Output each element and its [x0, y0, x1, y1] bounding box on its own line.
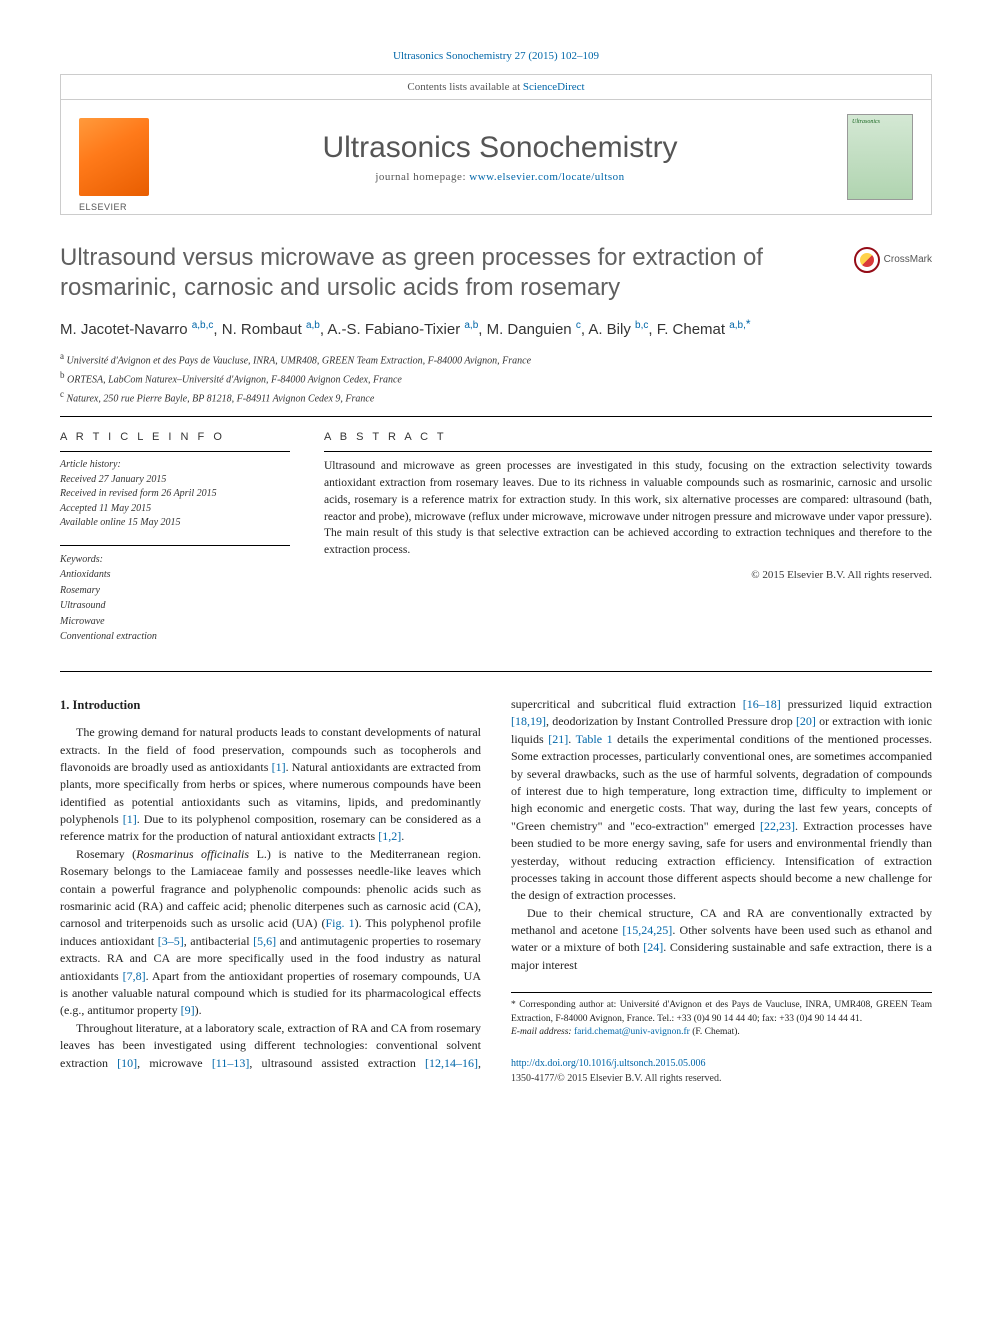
body-columns: 1. Introduction The growing demand for n…	[60, 696, 932, 1086]
corresponding-author-footnote: * Corresponding author at: Université d'…	[511, 992, 932, 1039]
ref-link[interactable]: [1]	[272, 760, 286, 774]
contents-line: Contents lists available at ScienceDirec…	[61, 75, 931, 100]
corr-author-text: * Corresponding author at: Université d'…	[511, 999, 932, 1026]
crossmark-label: CrossMark	[884, 254, 932, 267]
homepage-prefix: journal homepage:	[375, 171, 469, 183]
cover-label: Ultrasonics	[852, 119, 908, 125]
keywords-label: Keywords:	[60, 552, 290, 568]
citation-bar: Ultrasonics Sonochemistry 27 (2015) 102–…	[60, 50, 932, 62]
ref-link[interactable]: [3–5]	[158, 934, 184, 948]
elsevier-logo-icon	[79, 118, 149, 196]
journal-cover-thumb-icon: Ultrasonics	[847, 114, 913, 200]
history-line: Received 27 January 2015	[60, 473, 290, 488]
journal-title: Ultrasonics Sonochemistry	[169, 131, 831, 165]
ref-link[interactable]: [21]	[548, 732, 568, 746]
article-title-text: Ultrasound versus microwave as green pro…	[60, 244, 763, 301]
keyword-item: Microwave	[60, 614, 290, 630]
section-heading: 1. Introduction	[60, 696, 481, 714]
figure-link[interactable]: Table 1	[576, 732, 613, 746]
divider	[60, 416, 932, 417]
ref-link[interactable]: [1]	[123, 812, 137, 826]
history-line: Accepted 11 May 2015	[60, 502, 290, 517]
ref-link[interactable]: [20]	[796, 714, 816, 728]
corr-email-link[interactable]: farid.chemat@univ-avignon.fr	[574, 1027, 690, 1037]
journal-header: Contents lists available at ScienceDirec…	[60, 74, 932, 215]
ref-link[interactable]: [16–18]	[743, 697, 781, 711]
history-line: Received in revised form 26 April 2015	[60, 487, 290, 502]
body-paragraph: Rosemary (Rosmarinus officinalis L.) is …	[60, 846, 481, 1020]
doi-link[interactable]: http://dx.doi.org/10.1016/j.ultsonch.201…	[511, 1058, 706, 1069]
abstract-text: Ultrasound and microwave as green proces…	[324, 451, 932, 558]
ref-link[interactable]: [5,6]	[253, 934, 276, 948]
journal-homepage-line: journal homepage: www.elsevier.com/locat…	[169, 171, 831, 183]
figure-link[interactable]: Fig. 1	[325, 916, 354, 930]
keyword-item: Antioxidants	[60, 567, 290, 583]
ref-link[interactable]: [18,19]	[511, 714, 546, 728]
ref-link[interactable]: [24]	[643, 940, 663, 954]
body-paragraph: The growing demand for natural products …	[60, 724, 481, 846]
keyword-item: Rosemary	[60, 583, 290, 599]
history-label: Article history:	[60, 458, 290, 473]
affiliation-item: b ORTESA, LabCom Naturex–Université d'Av…	[60, 369, 932, 388]
email-suffix: (F. Chemat).	[690, 1027, 740, 1037]
footer-block: http://dx.doi.org/10.1016/j.ultsonch.201…	[511, 1057, 932, 1086]
affiliation-list: a Université d'Avignon et des Pays de Va…	[60, 350, 932, 406]
affiliation-item: a Université d'Avignon et des Pays de Va…	[60, 350, 932, 369]
issn-copyright: 1350-4177/© 2015 Elsevier B.V. All right…	[511, 1073, 721, 1084]
article-info-heading: A R T I C L E I N F O	[60, 431, 290, 443]
body-paragraph: Due to their chemical structure, CA and …	[511, 905, 932, 975]
crossmark-badge[interactable]: CrossMark	[854, 247, 932, 273]
ref-link[interactable]: [22,23]	[760, 819, 795, 833]
article-history: Article history: Received 27 January 201…	[60, 451, 290, 531]
email-label: E-mail address:	[511, 1027, 574, 1037]
divider	[60, 671, 932, 672]
sciencedirect-link[interactable]: ScienceDirect	[523, 81, 585, 93]
contents-prefix: Contents lists available at	[407, 81, 522, 93]
keyword-item: Conventional extraction	[60, 629, 290, 645]
crossmark-icon	[854, 247, 880, 273]
abstract-copyright: © 2015 Elsevier B.V. All rights reserved…	[324, 569, 932, 581]
article-title: Ultrasound versus microwave as green pro…	[60, 243, 932, 303]
ref-link[interactable]: [9]	[181, 1003, 195, 1017]
ref-link[interactable]: [7,8]	[123, 969, 146, 983]
affiliation-item: c Naturex, 250 rue Pierre Bayle, BP 8121…	[60, 388, 932, 407]
ref-link[interactable]: [11–13]	[212, 1056, 250, 1070]
keywords-block: Keywords: AntioxidantsRosemaryUltrasound…	[60, 545, 290, 645]
abstract-heading: A B S T R A C T	[324, 431, 932, 443]
author-list: M. Jacotet-Navarro a,b,c, N. Rombaut a,b…	[60, 317, 932, 338]
history-line: Available online 15 May 2015	[60, 516, 290, 531]
journal-homepage-link[interactable]: www.elsevier.com/locate/ultson	[469, 171, 624, 183]
keyword-item: Ultrasound	[60, 598, 290, 614]
ref-link[interactable]: [10]	[117, 1056, 137, 1070]
ref-link[interactable]: [1,2]	[378, 829, 401, 843]
ref-link[interactable]: [12,14–16]	[425, 1056, 478, 1070]
ref-link[interactable]: [15,24,25]	[622, 923, 672, 937]
